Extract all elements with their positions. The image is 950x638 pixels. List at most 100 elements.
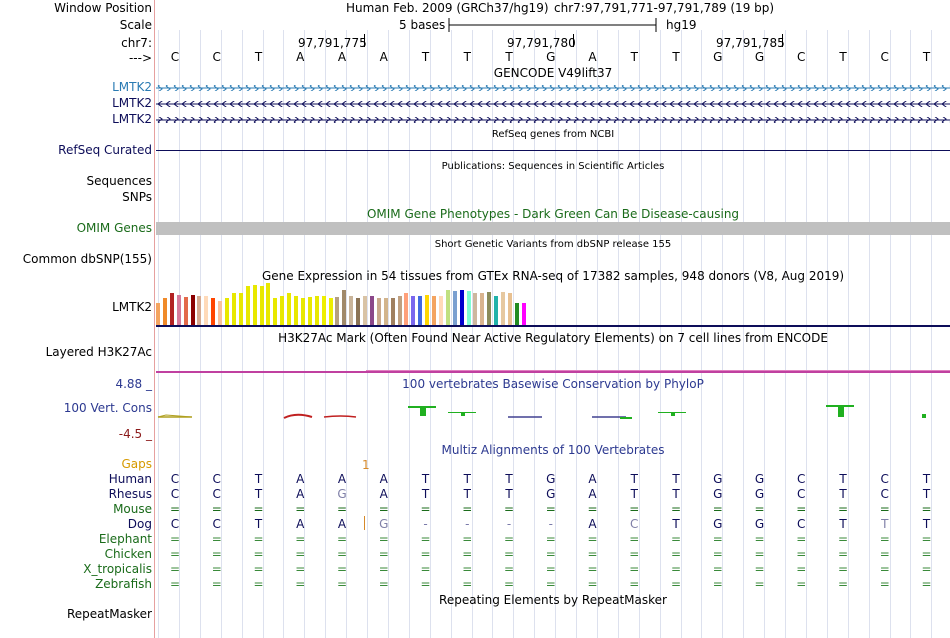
gtex-tissue-bar[interactable] [266,283,271,325]
multiz-track-title[interactable]: Multiz Alignments of 100 Vertebrates [441,443,665,457]
repeatmasker-track-title[interactable]: Repeating Elements by RepeatMasker [439,593,667,607]
gtex-tissue-bar[interactable] [459,290,464,325]
h3k27ac-label[interactable]: Layered H3K27Ac [45,345,152,359]
gtex-tissue-bar[interactable] [390,298,395,325]
gtex-tissue-bar[interactable] [383,298,388,325]
gtex-tissue-bar[interactable] [273,298,278,325]
gtex-tissue-bar[interactable] [432,296,436,325]
gtex-tissue-bar[interactable] [169,293,174,325]
dbsnp-track-title[interactable]: Short Genetic Variants from dbSNP releas… [434,239,672,250]
refseq-gene-line[interactable] [156,150,950,151]
gtex-tissue-bar[interactable] [245,286,250,325]
alignment-base: G [754,517,765,531]
gtex-tissue-bar[interactable] [480,293,485,325]
gtex-tissue-bar[interactable] [363,296,367,325]
gtex-tissue-bar[interactable] [204,296,209,325]
omim-feature-bar[interactable] [156,222,950,235]
species-label-mouse[interactable]: Mouse [113,502,152,516]
gtex-tissue-bar[interactable] [218,301,223,325]
gencode-track-title[interactable]: GENCODE V49lift37 [493,66,613,80]
gtex-tissue-bar[interactable] [183,297,188,325]
gtex-tissue-bar[interactable] [252,285,257,325]
alignment-base: = [336,532,348,546]
gencode-gene-label-1[interactable]: LMTK2 [112,80,152,94]
alignment-base: = [670,502,682,516]
alignment-base: = [670,547,682,561]
repeatmasker-label[interactable]: RepeatMasker [66,607,152,621]
gtex-tissue-bar[interactable] [521,303,526,325]
gtex-tissue-bar[interactable] [507,293,512,325]
gtex-tissue-bar[interactable] [211,298,216,325]
gtex-label[interactable]: LMTK2 [112,300,152,314]
omim-track-title[interactable]: OMIM Gene Phenotypes - Dark Green Can Be… [366,207,740,221]
gtex-tissue-bar[interactable] [300,298,305,325]
gtex-tissue-bar[interactable] [452,291,457,325]
gtex-tissue-bar[interactable] [501,292,505,325]
gtex-tissue-bar[interactable] [376,298,381,325]
conservation-label[interactable]: 100 Vert. Cons [63,401,152,415]
gtex-tissue-bar[interactable] [473,293,478,325]
publications-track-title[interactable]: Publications: Sequences in Scientific Ar… [441,161,665,172]
gtex-tissue-bar[interactable] [314,296,319,325]
species-label-zebrafish[interactable]: Zebrafish [95,577,152,591]
dbsnp-label[interactable]: Common dbSNP(155) [22,252,152,266]
gtex-tissue-bar[interactable] [411,296,416,325]
gtex-tissue-bar[interactable] [259,286,264,325]
alignment-base: = [796,502,807,516]
gtex-tissue-bar[interactable] [514,303,519,325]
gtex-tissue-bar[interactable] [156,303,160,325]
gtex-tissue-bar[interactable] [487,292,492,325]
gtex-tissue-bar[interactable] [231,293,236,325]
gtex-tissue-bar[interactable] [328,298,333,325]
gtex-tissue-bar[interactable] [466,291,471,325]
gtex-tissue-bar[interactable] [356,298,361,325]
gtex-tissue-bar[interactable] [190,295,195,325]
species-label-chicken[interactable]: Chicken [104,547,152,561]
gtex-tissue-bar[interactable] [369,296,374,325]
gencode-gene-label-2[interactable]: LMTK2 [112,96,152,110]
alignment-base: = [336,562,348,576]
gtex-tissue-bar[interactable] [445,290,450,325]
h3k27ac-track-title[interactable]: H3K27Ac Mark (Often Found Near Active Re… [278,331,828,345]
conservation-plot[interactable] [156,400,950,426]
gtex-tissue-bar[interactable] [494,296,499,325]
gtex-tissue-bar[interactable] [287,293,292,325]
gtex-tissue-bar[interactable] [294,296,298,325]
sequences-label[interactable]: Sequences [86,174,152,188]
species-label-rhesus[interactable]: Rhesus [108,487,152,501]
gtex-tissue-bar[interactable] [349,296,354,325]
gtex-tissue-bar[interactable] [280,296,285,325]
gtex-tissue-bar[interactable] [238,293,243,325]
gencode-gene-models[interactable] [156,80,950,128]
species-label-dog[interactable]: Dog [127,517,152,531]
gtex-bar-chart[interactable] [156,276,536,325]
gtex-track-title[interactable]: Gene Expression in 54 tissues from GTEx … [261,269,845,283]
gtex-tissue-bar[interactable] [397,296,402,325]
h3k27ac-signal[interactable] [156,371,950,373]
gtex-tissue-bar[interactable] [418,296,423,325]
alignment-base: = [295,502,306,516]
gtex-tissue-bar[interactable] [425,295,430,325]
gencode-gene-label-3[interactable]: LMTK2 [112,112,152,126]
gtex-tissue-bar[interactable] [225,298,229,325]
gtex-tissue-bar[interactable] [335,297,340,325]
species-label-elephant[interactable]: Elephant [98,532,152,546]
gtex-tissue-bar[interactable] [162,298,167,325]
gtex-tissue-bar[interactable] [197,296,202,325]
omim-label[interactable]: OMIM Genes [76,221,152,235]
refseq-label[interactable]: RefSeq Curated [58,143,152,157]
refseq-track-title[interactable]: RefSeq genes from NCBI [491,129,615,140]
species-label-human[interactable]: Human [108,472,152,486]
snps-label[interactable]: SNPs [122,190,152,204]
gtex-tissue-bar[interactable] [404,293,409,325]
species-label-x_tropicalis[interactable]: X_tropicalis [83,562,152,576]
ruler-tick-2: 97,791,780 [507,36,576,50]
gaps-label[interactable]: Gaps [121,457,152,471]
gtex-tissue-bar[interactable] [176,295,181,325]
gtex-tissue-bar[interactable] [342,290,347,325]
gtex-tissue-bar[interactable] [321,296,326,325]
gtex-tissue-bar[interactable] [307,297,312,325]
gtex-tissue-bar[interactable] [438,296,443,325]
conservation-track-title[interactable]: 100 vertebrates Basewise Conservation by… [402,377,704,391]
gtex-gene-line[interactable] [156,325,950,327]
